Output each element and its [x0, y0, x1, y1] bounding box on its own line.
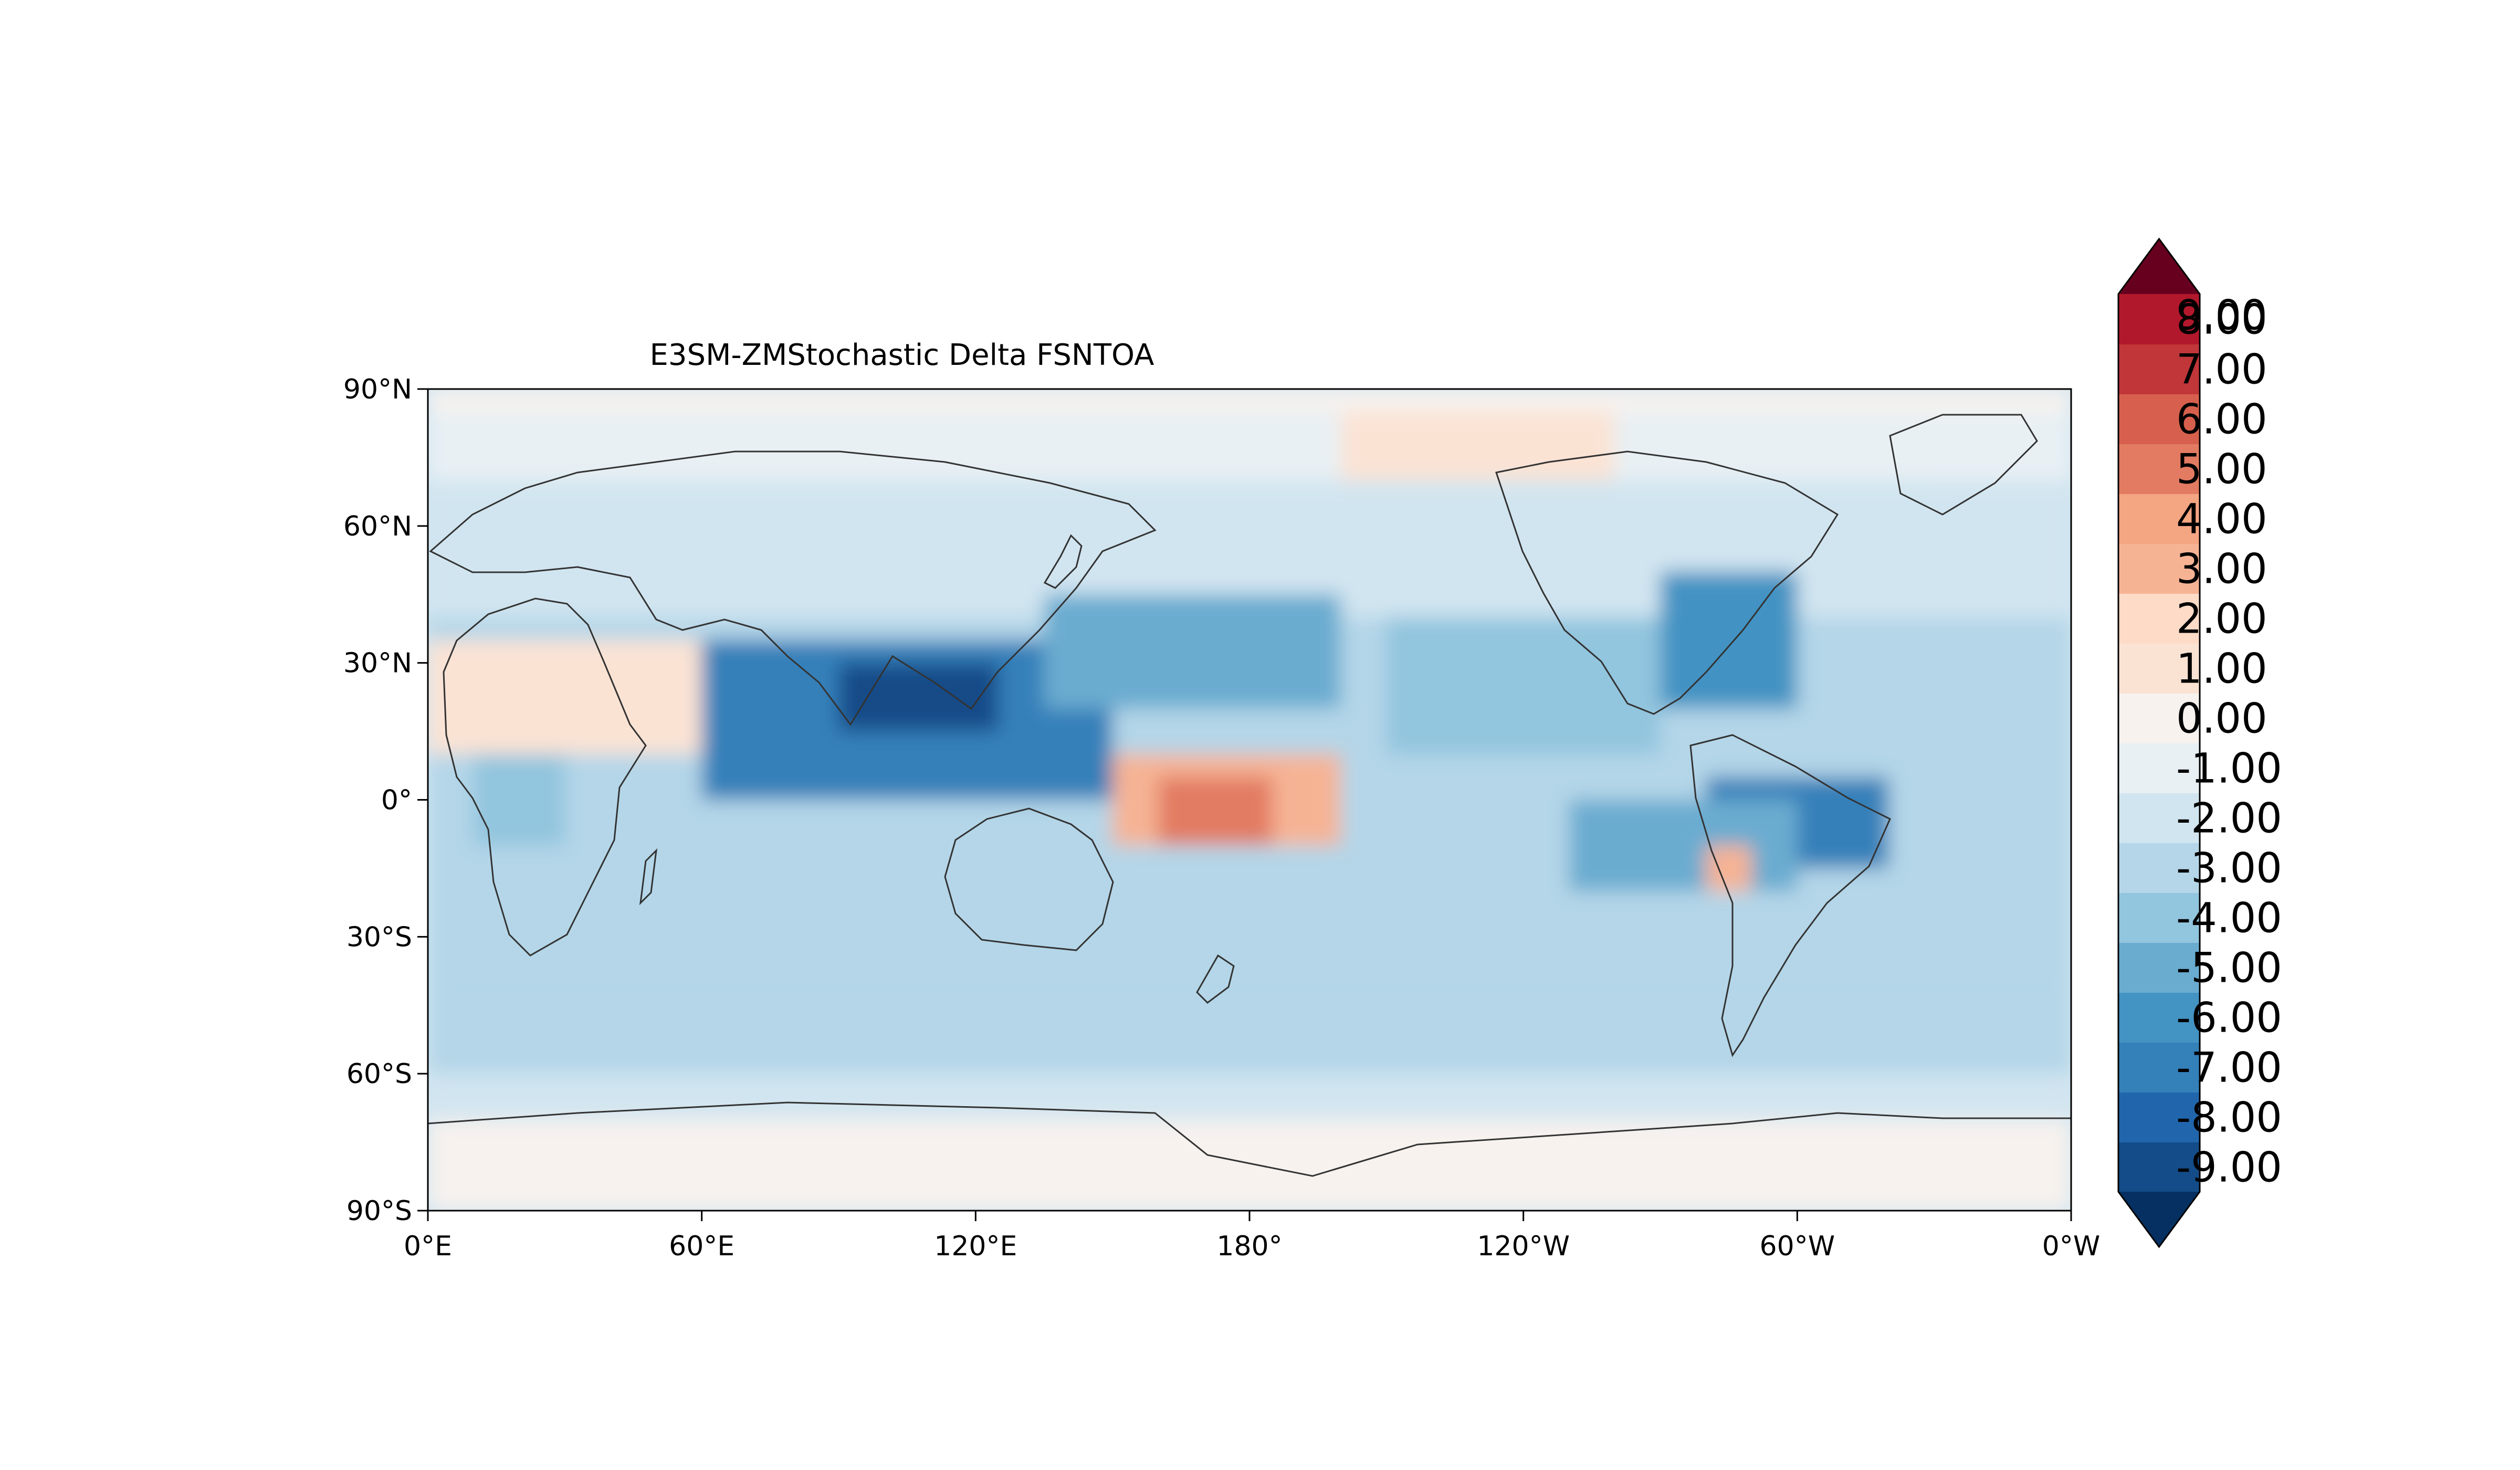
colorbar-bin — [2118, 294, 2200, 344]
colorbar-bin — [2118, 1092, 2200, 1142]
colorbar-bin — [2118, 643, 2200, 694]
coastline-madagascar — [639, 848, 658, 906]
colorbar-tick-label: -3.00 — [2176, 845, 2282, 892]
colorbar-bin — [2118, 543, 2200, 594]
colorbar-bin — [2118, 494, 2200, 544]
colorbar-tick-label: 4.00 — [2176, 496, 2267, 543]
colorbar-bin — [2118, 942, 2200, 993]
colorbar-tick-label: -9.00 — [2176, 1144, 2282, 1192]
colorbar-extend-min — [2118, 1192, 2200, 1247]
colorbar-bin — [2118, 992, 2200, 1043]
field-region-13 — [1660, 571, 1798, 709]
field-region-3 — [428, 982, 2071, 1074]
field-region-1 — [428, 1119, 2071, 1211]
colorbar-tick-label: -1.00 — [2176, 746, 2282, 793]
colorbar-tick-label: 6.00 — [2176, 396, 2267, 444]
colorbar-tick-label: 1.00 — [2176, 646, 2267, 693]
y-tick-label: 60°S — [346, 1058, 412, 1090]
coastline-south-america — [1689, 734, 1891, 1057]
y-tick-label: 0° — [381, 785, 412, 816]
colorbar-bin — [2118, 344, 2200, 394]
longitude-ticks: 0°E 60°E 120°E 180° 120°W 60°W 0°W — [404, 1211, 2100, 1262]
map-panel — [427, 388, 2072, 1212]
x-tick-label: 120°E — [934, 1231, 1017, 1262]
field-region-10 — [838, 663, 999, 732]
colorbar-tick-label: 2.00 — [2176, 596, 2267, 643]
colorbar-bin — [2118, 444, 2200, 494]
colorbar-bin — [2118, 693, 2200, 743]
colorbar-bin — [2118, 743, 2200, 793]
colorbar-bin — [2118, 1142, 2200, 1192]
coastline-greenland — [1889, 414, 2038, 516]
colorbar-tick-label: -7.00 — [2176, 1045, 2282, 1092]
coastlines — [428, 414, 2071, 1177]
colorbar-tick-label: 8.00 — [2176, 297, 2267, 344]
colorbar: -9.00-8.00-7.00-6.00-5.00-4.00-3.00-2.00… — [2117, 237, 2282, 1248]
chart-title: E3SM-ZMStochastic Delta FSNTOA — [650, 338, 1154, 372]
x-tick-label: 60°E — [669, 1231, 734, 1262]
field-region-6 — [428, 412, 2071, 480]
latitude-ticks: 90°N 60°N 30°N 0° 30°S 60°S 90°S — [343, 374, 428, 1227]
colorbar-tick-label: 3.00 — [2176, 546, 2267, 593]
delta-fsntoa-field — [428, 389, 2071, 1211]
colorbar-bin — [2118, 394, 2200, 444]
coastline-new-zealand — [1196, 954, 1235, 1004]
field-region-8 — [428, 640, 702, 754]
field-region-19 — [473, 754, 565, 846]
x-tick-label: 180° — [1216, 1231, 1282, 1262]
colorbar-bin — [2118, 1042, 2200, 1093]
field-region-20 — [1706, 845, 1752, 891]
field-region-18 — [1340, 412, 1615, 480]
colorbar-bin — [2118, 892, 2200, 943]
x-tick-label: 0°W — [2042, 1231, 2101, 1262]
colorbar-tick-label: -8.00 — [2176, 1095, 2282, 1142]
colorbar-extend-max — [2118, 239, 2200, 294]
y-tick-label: 60°N — [343, 511, 412, 542]
y-tick-label: 30°N — [343, 648, 412, 679]
coastline-north-america — [1495, 450, 1839, 715]
colorbar-tick-label: -2.00 — [2176, 795, 2282, 843]
coastline-antarctica — [428, 1101, 2071, 1177]
coastline-japan — [1043, 534, 1083, 589]
colorbar-bin — [2118, 793, 2200, 843]
field-region-16 — [1386, 617, 1661, 754]
coastline-africa — [443, 597, 647, 957]
colorbar-tick-label: 5.00 — [2176, 446, 2267, 494]
field-region-15 — [1569, 800, 1798, 891]
field-region-7 — [428, 389, 2071, 412]
colorbar-tick-label: -4.00 — [2176, 895, 2282, 942]
field-region-17 — [1044, 594, 1341, 709]
colorbar-tick-label: 7.00 — [2176, 346, 2267, 394]
colorbar-bin — [2118, 593, 2200, 644]
colorbar-tick-label: 0.00 — [2176, 696, 2267, 743]
colorbar-tick-label: -6.00 — [2176, 995, 2282, 1042]
x-tick-label: 60°W — [1760, 1231, 1835, 1262]
x-tick-label: 0°E — [404, 1231, 452, 1262]
coastline-australia — [944, 807, 1114, 951]
y-tick-label: 90°N — [343, 374, 412, 405]
colorbar-tick-label: 9.00 — [2176, 292, 2267, 340]
coastline-eurasia — [429, 450, 1157, 726]
y-tick-label: 30°S — [346, 921, 412, 953]
field-region-12 — [1158, 777, 1273, 846]
y-tick-label: 90°S — [346, 1195, 412, 1227]
colorbar-bin — [2118, 843, 2200, 893]
colorbar-outline — [2117, 237, 2201, 1248]
colorbar-tick-label: -5.00 — [2176, 945, 2282, 992]
field-region-2 — [428, 1074, 2071, 1120]
x-tick-label: 120°W — [1477, 1231, 1570, 1262]
